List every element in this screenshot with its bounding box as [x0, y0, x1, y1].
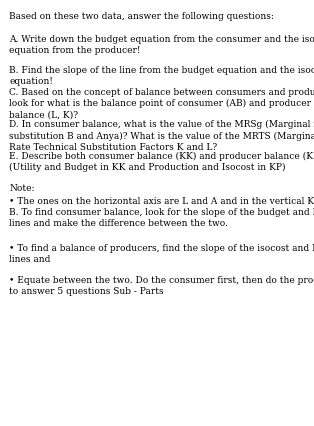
Text: • To find a balance of producers, find the slope of the isocost and MRTS
lines a: • To find a balance of producers, find t…: [9, 244, 314, 264]
Text: D. In consumer balance, what is the value of the MRSg (Marginal rate
substitutio: D. In consumer balance, what is the valu…: [9, 120, 314, 152]
Text: • Equate between the two. Do the consumer first, then do the producer
to answer : • Equate between the two. Do the consume…: [9, 276, 314, 296]
Text: A. Write down the budget equation from the consumer and the isocost
equation fro: A. Write down the budget equation from t…: [9, 35, 314, 55]
Text: B. Find the slope of the line from the budget equation and the isocost
equation!: B. Find the slope of the line from the b…: [9, 66, 314, 86]
Text: Note:: Note:: [9, 184, 35, 193]
Text: Based on these two data, answer the following questions:: Based on these two data, answer the foll…: [9, 12, 274, 21]
Text: E. Describe both consumer balance (KK) and producer balance (KP)!
(Utility and B: E. Describe both consumer balance (KK) a…: [9, 152, 314, 173]
Text: C. Based on the concept of balance between consumers and producers,
look for wha: C. Based on the concept of balance betwe…: [9, 88, 314, 120]
Text: • The ones on the horizontal axis are L and A and in the vertical K and
B. To fi: • The ones on the horizontal axis are L …: [9, 197, 314, 228]
